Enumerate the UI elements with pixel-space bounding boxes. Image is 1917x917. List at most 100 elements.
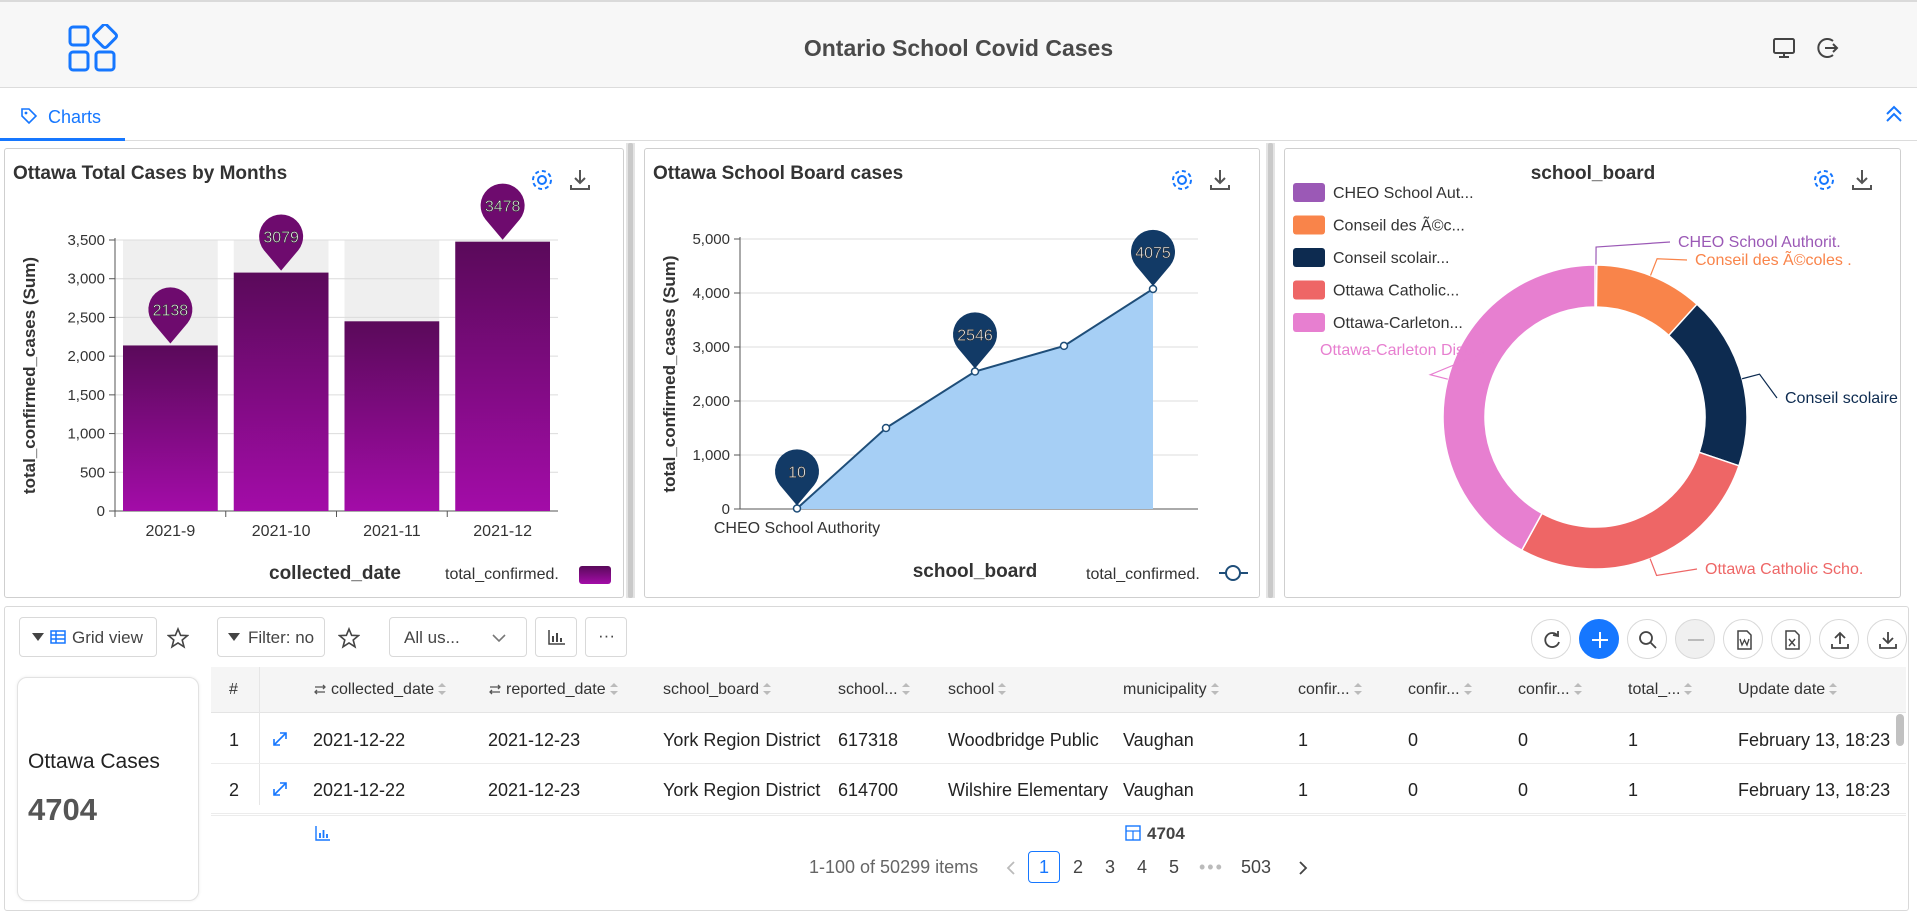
sort-icon[interactable] <box>609 682 619 696</box>
download-icon[interactable] <box>567 167 593 193</box>
export-excel-button[interactable] <box>1771 619 1811 659</box>
settings-gear-icon[interactable] <box>529 167 555 193</box>
panel-splitter[interactable] <box>626 143 635 598</box>
page-1[interactable]: 1 <box>1028 851 1060 883</box>
cell-total: 1 <box>1628 730 1639 750</box>
x-tick-label: 2021-11 <box>363 523 421 540</box>
export-word-button[interactable] <box>1723 619 1763 659</box>
sort-icon[interactable] <box>1573 682 1583 696</box>
tab-charts[interactable]: Charts <box>0 89 125 141</box>
page-2[interactable]: 2 <box>1073 857 1084 877</box>
sort-icon[interactable] <box>1683 682 1693 696</box>
calculator-icon <box>1125 825 1141 841</box>
bar <box>344 321 440 511</box>
col-header-label: Update date <box>1738 681 1826 698</box>
app-header: Ontario School Covid Cases <box>0 0 1917 88</box>
chevron-left-icon[interactable] <box>1005 861 1017 875</box>
download-button[interactable] <box>1867 619 1907 659</box>
table-icon <box>50 630 66 644</box>
column-divider <box>259 667 260 805</box>
star-icon[interactable] <box>167 627 189 649</box>
data-label: 3079 <box>263 230 299 247</box>
apps-grid-icon[interactable] <box>68 24 118 74</box>
logout-icon[interactable] <box>1814 35 1840 61</box>
bar-chart-title: Ottawa Total Cases by Months <box>13 163 288 184</box>
page-5[interactable]: 5 <box>1169 857 1180 877</box>
word-file-icon <box>1737 630 1752 650</box>
col-header-collected-date[interactable]: collected_date <box>313 681 447 699</box>
remove-button[interactable] <box>1675 619 1715 659</box>
y-tick-label: 500 <box>80 464 105 481</box>
col-header-update-date[interactable]: Update date <box>1738 681 1838 699</box>
filter-button[interactable]: Filter: no <box>217 617 325 657</box>
cell-collected-date: 2021-12-22 <box>313 730 406 750</box>
legend-swatch <box>1293 215 1325 235</box>
grid-view-button[interactable]: Grid view <box>19 617 157 657</box>
refresh-button[interactable] <box>1531 619 1571 659</box>
col-header-total[interactable]: total_... <box>1628 681 1693 699</box>
page-ellipsis[interactable]: ••• <box>1199 857 1224 877</box>
filter-label: Filter: no <box>248 628 315 647</box>
chevron-right-icon[interactable] <box>1297 861 1309 875</box>
page-3[interactable]: 3 <box>1105 857 1116 877</box>
sort-icon[interactable] <box>1353 682 1363 696</box>
user-select[interactable]: All us... <box>389 617 527 657</box>
table-row[interactable]: 2 2021-12-22 2021-12-23 York Region Dist… <box>211 764 1906 814</box>
x-axis-label: school_board <box>913 561 1038 582</box>
search-button[interactable] <box>1627 619 1667 659</box>
download-icon[interactable] <box>1207 167 1233 193</box>
line-chart: 0 1,000 2,000 3,000 4,000 5,000 10 CHEO School … <box>660 229 1248 583</box>
sort-icon[interactable] <box>1210 682 1220 696</box>
line-chart-panel: Ottawa School Board cases 0 1,000 2,000 3,0… <box>644 148 1260 598</box>
stat-label: Ottawa Cases <box>28 750 160 773</box>
page-4[interactable]: 4 <box>1137 857 1148 877</box>
sort-icon[interactable] <box>437 682 447 696</box>
sort-icon[interactable] <box>762 682 772 696</box>
cell-confirmed-1: 1 <box>1298 730 1309 750</box>
panel-splitter[interactable] <box>1266 143 1275 598</box>
pagination: 1-100 of 50299 items 1 2 3 4 5 ••• 503 <box>211 849 1906 889</box>
upload-button[interactable] <box>1819 619 1859 659</box>
col-header-confirmed-3[interactable]: confir... <box>1518 681 1583 699</box>
chart-toggle-button[interactable] <box>535 617 577 657</box>
sort-icon[interactable] <box>1828 682 1838 696</box>
col-header-school[interactable]: school <box>948 681 1007 699</box>
settings-gear-icon[interactable] <box>1169 167 1195 193</box>
legend-swatch <box>579 566 611 584</box>
download-icon[interactable] <box>1849 167 1875 193</box>
caret-down-icon <box>32 633 44 641</box>
expand-row-icon[interactable] <box>271 730 289 748</box>
sort-icon[interactable] <box>1463 682 1473 696</box>
pie-title: school_board <box>1531 163 1656 184</box>
table-row[interactable]: 1 2021-12-22 2021-12-23 York Region Dist… <box>211 714 1906 764</box>
col-header-confirmed-2[interactable]: confir... <box>1408 681 1473 699</box>
y-tick-label: 3,000 <box>692 339 730 356</box>
add-button[interactable] <box>1579 619 1619 659</box>
sort-icon[interactable] <box>997 682 1007 696</box>
expand-row-icon[interactable] <box>271 780 289 798</box>
pie-slice <box>1442 264 1596 552</box>
star-icon[interactable] <box>338 627 360 649</box>
y-axis-label: total_confirmed_cases (Sum) <box>660 255 679 492</box>
bar-chart-icon[interactable] <box>315 825 331 841</box>
sort-icon[interactable] <box>901 682 911 696</box>
more-button[interactable]: ··· <box>585 617 627 657</box>
settings-gear-icon[interactable] <box>1811 167 1837 193</box>
page-last[interactable]: 503 <box>1241 857 1272 877</box>
data-point <box>792 504 802 513</box>
col-header-school-id[interactable]: school... <box>838 681 911 699</box>
data-point <box>881 423 891 433</box>
refresh-icon <box>1544 631 1560 648</box>
collapse-up-icon[interactable] <box>1883 103 1905 125</box>
callout-line <box>1595 241 1671 266</box>
col-header-municipality[interactable]: municipality <box>1123 681 1220 699</box>
upload-icon <box>1831 631 1849 649</box>
col-header-reported-date[interactable]: reported_date <box>488 681 619 699</box>
monitor-icon[interactable] <box>1771 35 1797 61</box>
col-header-school-board[interactable]: school_board <box>663 681 772 699</box>
cell-school: Woodbridge Public <box>948 730 1099 750</box>
legend-swatch <box>1293 280 1325 300</box>
data-label-marker <box>259 214 304 271</box>
col-header-confirmed-1[interactable]: confir... <box>1298 681 1363 699</box>
table-scrollbar[interactable] <box>1896 714 1904 746</box>
